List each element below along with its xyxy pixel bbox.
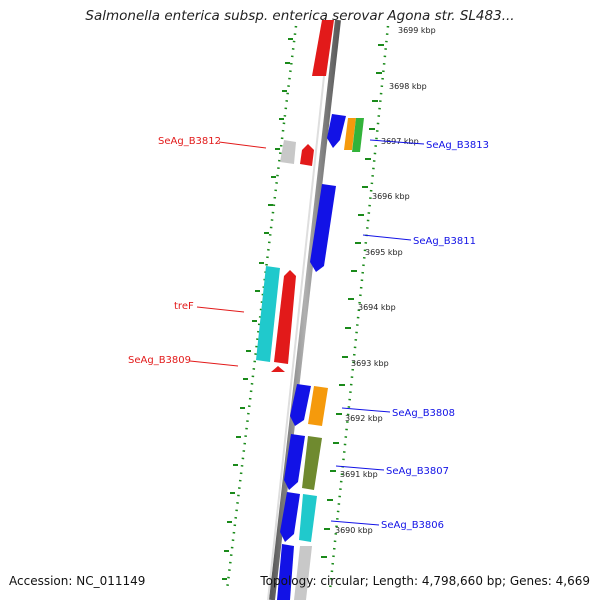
kbp-label: 3696 kbp <box>372 192 410 201</box>
map-title: Salmonella enterica subsp. enterica sero… <box>85 8 515 24</box>
gene-gray-b3812 <box>280 140 296 164</box>
gene-red-b3812-arrow <box>300 144 314 166</box>
gene-label-SeAg_B3811: SeAg_B3811 <box>413 236 476 247</box>
topology-text: Topology: circular; Length: 4,798,660 bp… <box>260 574 590 588</box>
gene-gray-bottom <box>294 546 312 600</box>
kbp-label: 3697 kbp <box>381 137 419 146</box>
kbp-label: 3698 kbp <box>389 82 427 91</box>
gene-blue-b3808 <box>290 384 311 426</box>
forward-genes <box>294 20 364 600</box>
gene-label-SeAg_B3809: SeAg_B3809 <box>128 355 191 366</box>
gene-blue-b3807 <box>284 434 305 490</box>
gene-label-SeAg_B3806: SeAg_B3806 <box>381 520 444 531</box>
gene-olive-b3807 <box>302 436 322 490</box>
kbp-label: 3692 kbp <box>345 414 383 423</box>
right-tick-marks <box>321 44 384 558</box>
left-labels: SeAg_B3812 treF SeAg_B3809 <box>128 136 267 367</box>
right-labels: SeAg_B3813 SeAg_B3811 SeAg_B3808 SeAg_B3… <box>330 139 489 531</box>
gene-label-SeAg_B3813: SeAg_B3813 <box>426 140 489 151</box>
kbp-label: 3694 kbp <box>358 303 396 312</box>
gene-blue-b3806 <box>280 492 300 542</box>
gene-cyan-b3806 <box>299 494 317 542</box>
gene-red-treF <box>274 270 296 364</box>
gene-blue-b3813 <box>327 114 346 148</box>
gene-cyan-treF <box>256 266 280 362</box>
gene-orange-b3808 <box>308 386 328 426</box>
gene-blue-b3811 <box>310 184 336 272</box>
outer-dotted-tracks <box>225 25 390 591</box>
accession-text: Accession: NC_011149 <box>9 574 146 588</box>
gene-label-SeAg_B3808: SeAg_B3808 <box>392 408 455 419</box>
gene-label-treF: treF <box>174 301 194 312</box>
gene-green-b3813 <box>352 118 364 152</box>
gene-label-SeAg_B3807: SeAg_B3807 <box>386 466 449 477</box>
gene-orange-b3813 <box>344 118 356 150</box>
gene-label-SeAg_B3812: SeAg_B3812 <box>158 136 221 147</box>
gene-red-top <box>312 20 334 76</box>
kbp-scale: 3699 kbp 3698 kbp 3697 kbp 3696 kbp 3695… <box>335 26 436 535</box>
kbp-label: 3693 kbp <box>351 359 389 368</box>
genome-backbone <box>269 19 341 600</box>
kbp-label: 3699 kbp <box>398 26 436 35</box>
gene-red-b3809 <box>271 366 285 372</box>
backbone-gray-track <box>267 19 331 600</box>
kbp-label: 3691 kbp <box>340 470 378 479</box>
kbp-label: 3695 kbp <box>365 248 403 257</box>
left-tick-marks <box>222 38 293 580</box>
gene-blue-bottom <box>277 544 294 600</box>
reverse-genes <box>256 140 314 600</box>
kbp-label: 3690 kbp <box>335 526 373 535</box>
